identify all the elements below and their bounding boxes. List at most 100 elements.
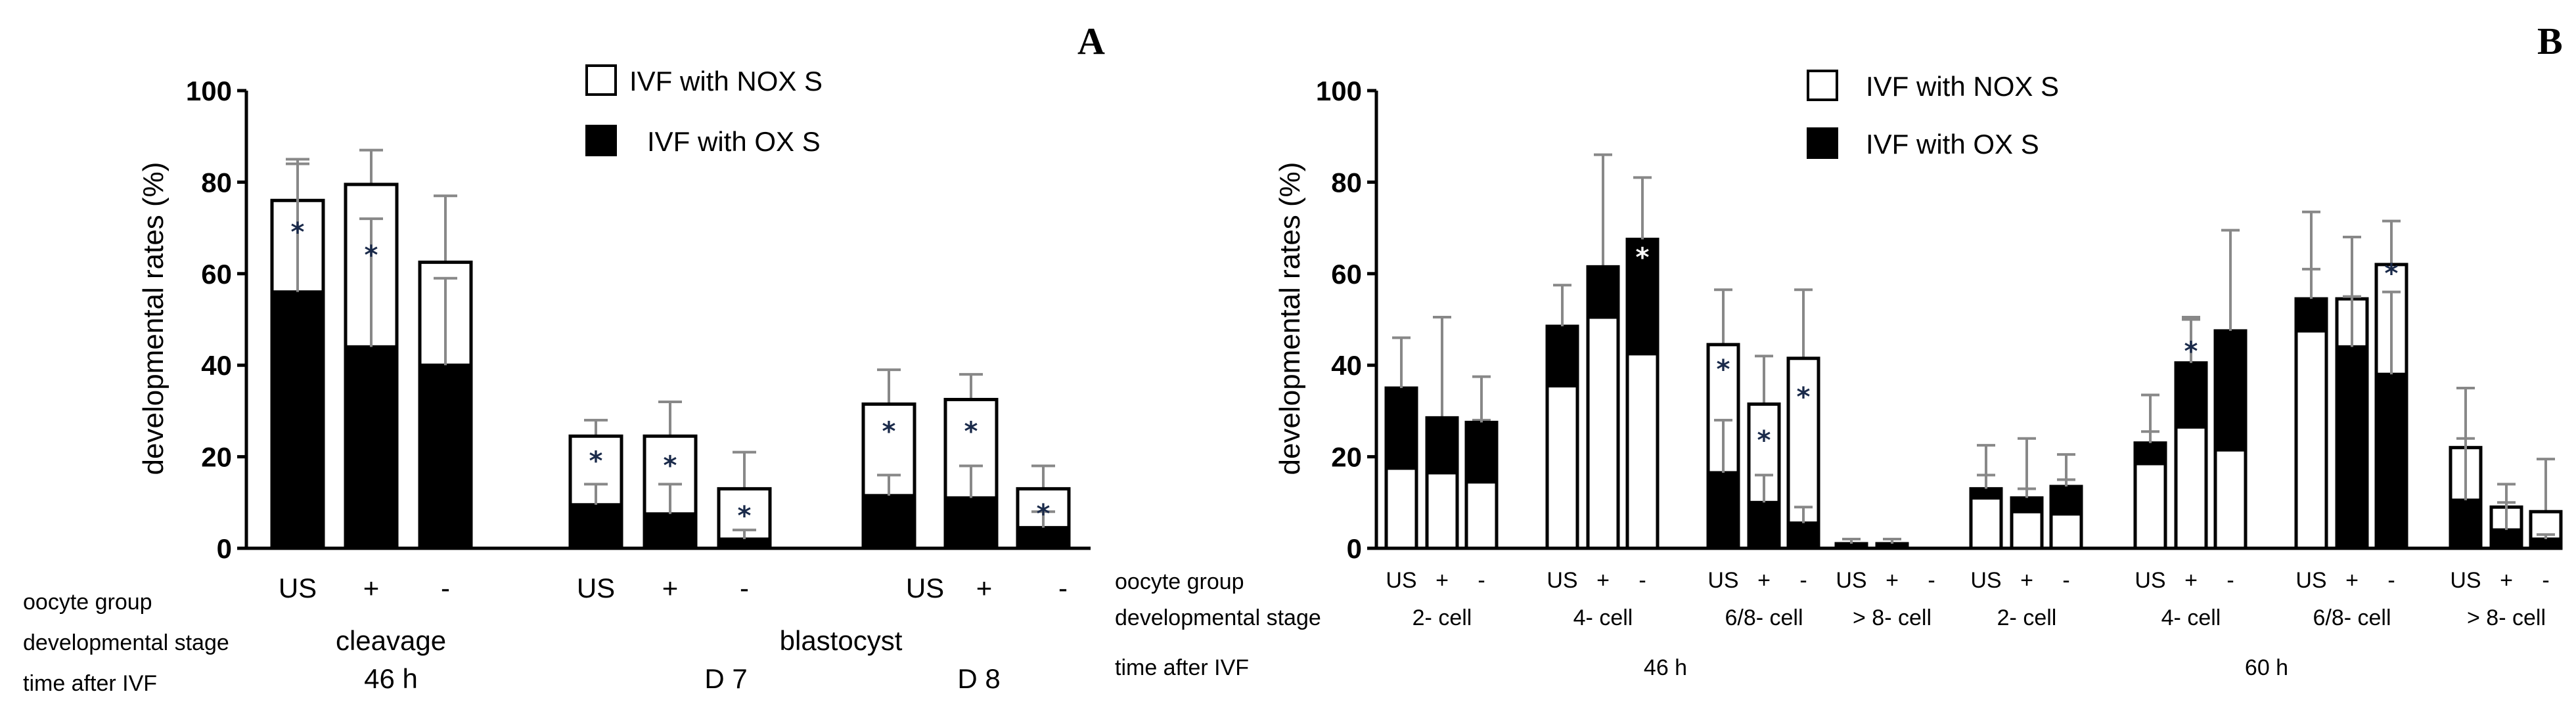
panel-b-category-label: -	[2226, 568, 2234, 593]
panel-a-ytick-label: 80	[201, 167, 232, 198]
panel-b-stage-2: 4- cell	[1573, 605, 1633, 630]
panel-b-legend-swatch-nox	[1807, 70, 1838, 101]
panel-b-significance-star: *	[2385, 259, 2399, 289]
panel-b-category-label: -	[2542, 568, 2549, 593]
panel-a-significance-star: *	[365, 240, 378, 271]
panel-b-bar-nox	[2049, 512, 2083, 550]
panel-b-stage-8: > 8- cell	[2467, 605, 2546, 630]
panel-b-significance-star: *	[2184, 336, 2198, 366]
panel-a-category-label: -	[1058, 573, 1068, 603]
panel-a-significance-star: *	[291, 217, 305, 248]
panel-b-bar-nox	[2010, 510, 2044, 550]
panel-a-ytick-label: 0	[217, 533, 232, 564]
panel-b-bar-nox	[1464, 480, 1499, 550]
panel-a-category-label: -	[740, 573, 749, 603]
panel-a-bar-ox	[270, 290, 325, 550]
panel-a-category-label: -	[441, 573, 450, 603]
panel-b-row-stage: developmental stage	[1115, 605, 1321, 630]
panel-a-bar-ox	[943, 496, 999, 550]
panel-b-bar-nox	[2174, 425, 2208, 550]
panel-a-bar-ox	[418, 363, 473, 550]
panel-b-category-label: US	[2135, 568, 2165, 593]
panel-a-row-time: time after IVF	[23, 671, 157, 696]
panel-b-category-label: -	[1928, 568, 1935, 593]
panel-a-stage-blastocyst: blastocyst	[780, 625, 903, 656]
panel-a-significance-star: *	[882, 416, 896, 447]
panel-b-bar-ox	[2449, 498, 2483, 550]
panel-a-ytick-label: 100	[186, 76, 232, 106]
panel-b-stage-1: 2- cell	[1412, 605, 1472, 630]
panel-a-ytick-label: 20	[201, 442, 232, 473]
panel-b-category-label: US	[1547, 568, 1577, 593]
panel-b-ytick-label: 20	[1331, 442, 1362, 473]
panel-b-legend-nox: IVF with NOX S	[1866, 71, 2059, 102]
panel-b-bar-nox	[1586, 315, 1620, 550]
panel-b-ytick-label: 80	[1331, 167, 1362, 198]
panel-a-bar-ox	[643, 512, 698, 550]
panel-b-category-label: +	[1596, 568, 1610, 593]
panel-b-letter: B	[2537, 20, 2563, 62]
panel-a-bar-ox	[344, 345, 399, 550]
panel-a-bar-ox	[568, 503, 623, 550]
panel-b-plot: * * * * * * 0 20 40 60 80 100 US + - US + - US + - US + - US + - US…	[1316, 76, 2563, 593]
panel-a-legend-swatch-nox	[585, 64, 617, 96]
panel-b-category-label: -	[1478, 568, 1485, 593]
panel-a-ylabel: developmental rates (%)	[137, 162, 169, 475]
panel-b-bar-ox	[2374, 372, 2408, 550]
panel-b-legend-ox: IVF with OX S	[1866, 129, 2039, 160]
panel-b-ytick-label: 100	[1316, 76, 1362, 106]
panel-b-bar-nox	[2133, 462, 2167, 550]
panel-b-bar-ox	[1706, 471, 1740, 550]
panel-b-bar-ox	[1747, 500, 1781, 550]
panel-b-category-label: +	[1886, 568, 1899, 593]
panel-b-category-label: US	[1707, 568, 1738, 593]
panel-a-legend-swatch-ox	[585, 125, 617, 156]
panel-b-bar-ox	[2335, 345, 2369, 550]
panel-b-ylabel: developmental rates (%)	[1274, 162, 1306, 475]
panel-b-stage-4: > 8- cell	[1853, 605, 1932, 630]
panel-a-bar-ox	[861, 494, 916, 550]
panel-a-stage-cleavage: cleavage	[336, 625, 446, 656]
panel-b-category-label: -	[2387, 568, 2395, 593]
panel-a-significance-star: *	[738, 501, 752, 531]
panel-b-row-time: time after IVF	[1115, 655, 1249, 680]
panel-b-category-label: -	[1799, 568, 1807, 593]
panel-b-row-oocyte: oocyte group	[1115, 569, 1244, 594]
panel-b-bar-nox	[1384, 466, 1418, 550]
panel-a-significance-star: *	[1037, 499, 1051, 529]
panel-a-category-label: US	[279, 573, 317, 603]
panel-b-category-label: -	[1638, 568, 1646, 593]
panel-a-row-stage: developmental stage	[23, 630, 229, 655]
panel-a-category-label: US	[577, 573, 615, 603]
panel-b-category-label: +	[2184, 568, 2198, 593]
panel-a-ytick-label: 60	[201, 259, 232, 290]
panel-a-bar-ox	[1016, 526, 1071, 550]
panel-b-ytick-label: 60	[1331, 259, 1362, 290]
panel-a-row-oocyte: oocyte group	[23, 590, 152, 615]
panel-a-significance-star: *	[964, 416, 978, 447]
panel-a-plot: * * * * * * * * 0 20 40 60 80 100 US + - US + - US + -	[186, 76, 1091, 603]
panel-b-category-label: US	[2295, 568, 2326, 593]
panel-b-bar-ox	[2489, 528, 2523, 550]
panel-b-stage-5: 2- cell	[1997, 605, 2057, 630]
panel-b-category-label: US	[2450, 568, 2481, 593]
panel-b-stage-7: 6/8- cell	[2313, 605, 2391, 630]
panel-a-time-d7: D 7	[704, 663, 747, 694]
panel-b-bar-nox	[2213, 448, 2248, 550]
panel-a-letter: A	[1077, 20, 1105, 62]
panel-b-bar-nox	[1545, 384, 1579, 550]
panel-a-category-label: +	[662, 573, 679, 603]
panel-a-category-label: +	[976, 573, 993, 603]
panel-b-bar-nox	[1969, 496, 2003, 550]
panel-b-category-label: +	[2500, 568, 2513, 593]
panel-a-category-label: US	[906, 573, 944, 603]
panel-b-category-label: -	[2062, 568, 2069, 593]
panel-b-bar-nox	[2294, 329, 2328, 550]
panel-b-significance-star: *	[1757, 425, 1771, 456]
panel-b-bar-ox	[1786, 521, 1820, 550]
panel-b-category-label: +	[1435, 568, 1449, 593]
panel-b-significance-star: *	[1797, 382, 1811, 412]
panel-b-significance-star: *	[1717, 355, 1730, 385]
panel-b-ytick-label: 40	[1331, 350, 1362, 381]
